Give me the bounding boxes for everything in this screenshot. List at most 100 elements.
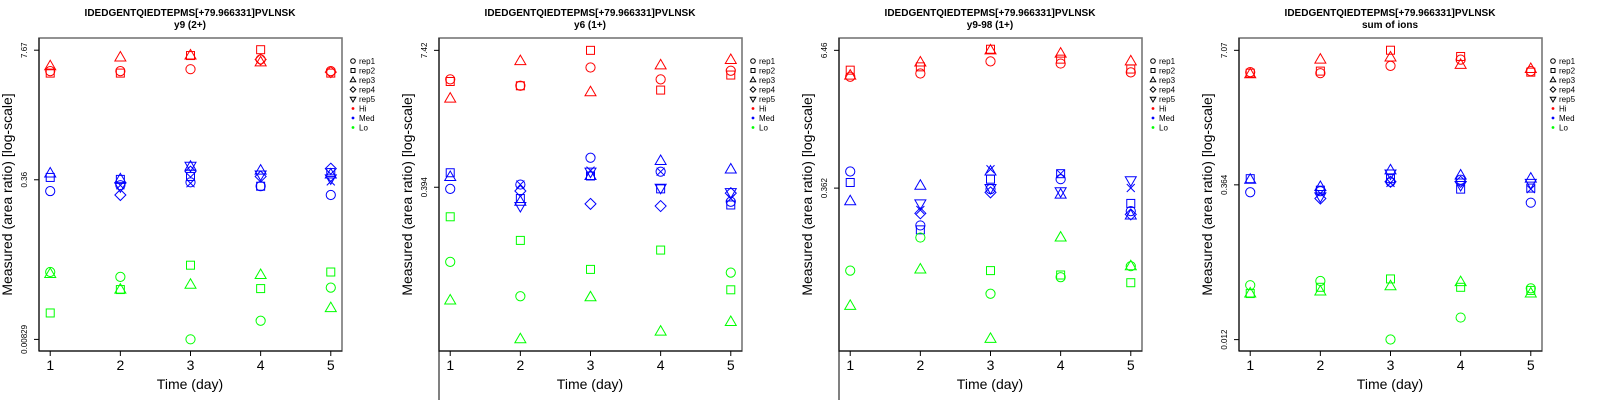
data-point-med-rep3: [254, 163, 268, 175]
x-tick-label: 3: [187, 357, 195, 373]
data-point-hi-rep3: [654, 58, 668, 70]
series-hi: [43, 45, 337, 79]
data-point-med-rep4: [584, 197, 597, 211]
y-tick-label: 0.00829: [20, 324, 29, 353]
legend-marker-lo: [351, 126, 355, 129]
data-point-med-rep4: [914, 207, 927, 220]
legend-label: rep4: [759, 86, 776, 95]
x-tick-label: 1: [46, 357, 54, 373]
data-point-med-rep5: [654, 183, 668, 195]
panel-subtitle: y9-98 (1+): [967, 20, 1013, 31]
data-point-med-rep3: [1524, 171, 1538, 183]
legend-label: rep2: [359, 67, 376, 76]
data-point-lo-rep2: [1456, 282, 1466, 292]
data-point-med-rep4: [184, 165, 197, 178]
data-point-lo-rep3: [584, 290, 597, 302]
data-point-hi-rep3: [913, 55, 927, 67]
data-point-hi-rep3: [1454, 57, 1468, 69]
data-point-hi-rep3: [443, 91, 457, 103]
data-point-med-rep1: [1315, 186, 1326, 197]
data-point-hi-rep3: [724, 53, 738, 65]
data-point-lo-rep1: [325, 282, 336, 293]
data-point-med-rep3: [1124, 208, 1138, 220]
data-point-med-rep1: [985, 184, 996, 195]
legend-label: rep5: [359, 95, 376, 104]
data-point-lo-rep3: [1454, 275, 1468, 287]
data-point-lo-rep3: [443, 293, 457, 305]
data-point-lo-rep1: [915, 232, 926, 243]
data-point-med-x: [916, 205, 925, 215]
data-point-med-rep2: [1056, 169, 1066, 179]
data-point-med-rep5: [584, 167, 597, 179]
data-point-lo-rep1: [725, 267, 736, 278]
data-point-hi-rep4: [254, 53, 267, 66]
data-point-lo-rep1: [1315, 275, 1326, 287]
data-point-med-rep5: [1524, 178, 1538, 190]
x-tick-label: 2: [116, 357, 124, 373]
data-point-hi-rep2: [915, 62, 925, 72]
legend-marker-rep2: [350, 68, 356, 73]
legend-marker-med: [751, 116, 755, 120]
data-point-med-rep2: [1126, 198, 1136, 208]
data-point-med-rep5: [113, 182, 127, 194]
data-point-med-rep3: [1384, 163, 1397, 175]
legend-label: Med: [759, 114, 775, 123]
panel-title: IDEDGENTQIEDTEPMS[+79.966331]PVLNSK: [85, 8, 297, 19]
data-point-med-x: [1056, 169, 1065, 179]
legend-marker-hi: [751, 107, 755, 110]
data-point-hi-rep1: [1125, 67, 1136, 78]
data-point-hi-rep1: [115, 66, 126, 77]
data-point-hi-rep3: [254, 55, 268, 67]
data-point-med-rep4: [1124, 208, 1137, 221]
data-point-med-rep1: [515, 179, 526, 190]
data-point-hi-rep1: [985, 56, 996, 67]
legend-label: rep3: [1159, 76, 1176, 85]
data-point-med-rep1: [655, 166, 666, 177]
legend-marker-rep2: [1550, 68, 1556, 73]
data-point-med-rep4: [324, 162, 337, 175]
legend-label: Lo: [759, 124, 768, 133]
data-point-med-x: [986, 164, 995, 174]
legend-label: rep2: [759, 67, 776, 76]
data-point-hi-rep3: [1124, 54, 1138, 66]
y-tick-label: 0.362: [820, 178, 829, 199]
legend-marker-rep1: [750, 58, 756, 64]
series-med: [43, 159, 338, 202]
legend-marker-rep4: [1549, 86, 1557, 93]
plot-frame: [438, 37, 743, 352]
data-point-lo-rep3: [1384, 279, 1397, 291]
data-point-med-rep1: [1125, 206, 1136, 217]
data-point-hi-rep3: [1313, 52, 1327, 64]
data-point-med-rep5: [1054, 187, 1068, 199]
data-point-lo-rep1: [845, 265, 856, 276]
data-point-med-rep1: [845, 166, 856, 177]
data-point-hi-rep2: [845, 65, 855, 75]
data-point-hi-rep2: [256, 45, 266, 55]
data-point-hi-rep3: [513, 54, 527, 66]
x-axis-label: Time (day): [957, 376, 1023, 392]
data-point-hi-rep2: [515, 81, 525, 91]
legend-label: Lo: [359, 124, 368, 133]
data-point-lo-rep3: [324, 301, 338, 313]
data-point-med-x: [326, 176, 336, 186]
data-point-hi-rep2: [115, 68, 125, 78]
x-tick-label: 4: [257, 357, 265, 373]
data-point-hi-rep3: [843, 68, 857, 80]
data-point-lo-rep3: [1313, 284, 1327, 296]
data-point-med-x: [516, 180, 525, 189]
data-point-med-rep5: [254, 170, 268, 182]
data-point-med-rep4: [1384, 175, 1397, 189]
data-point-med-rep1: [585, 152, 596, 163]
data-point-med-rep5: [913, 199, 927, 211]
legend-marker-rep4: [349, 86, 357, 93]
series-lo: [843, 230, 1138, 343]
legend-label: rep1: [759, 57, 776, 66]
data-point-med-rep3: [443, 170, 457, 182]
data-point-lo-rep2: [586, 264, 595, 274]
x-tick-label: 1: [446, 357, 454, 373]
y-tick-label: 6.46: [820, 42, 829, 58]
legend-label: rep4: [1559, 86, 1576, 95]
